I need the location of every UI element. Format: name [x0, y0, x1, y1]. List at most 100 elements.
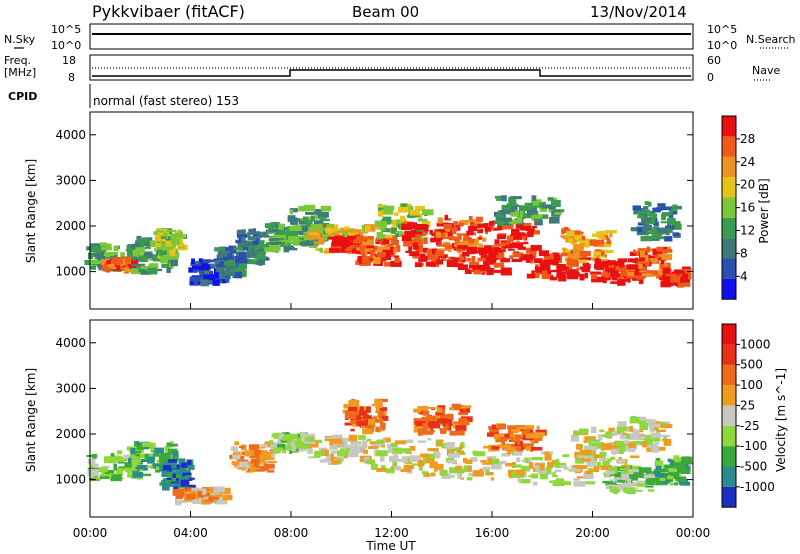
- data-cell: [172, 473, 176, 478]
- data-cell: [283, 434, 296, 439]
- data-cell: [540, 265, 550, 271]
- data-cell: [660, 469, 669, 472]
- data-cell: [672, 204, 678, 212]
- data-cell: [458, 412, 468, 416]
- data-cell: [579, 240, 585, 246]
- data-cell: [661, 213, 666, 221]
- data-cell: [627, 258, 638, 263]
- data-cell: [261, 231, 268, 235]
- y-tick-label: 1000: [55, 265, 86, 279]
- nsky-lo: 10^0: [51, 39, 81, 52]
- data-cell: [249, 466, 257, 473]
- velocity-colorbar-label: Velocity [m s^-1]: [774, 368, 788, 472]
- data-cell: [519, 256, 523, 260]
- data-cell: [594, 258, 600, 265]
- data-cell: [628, 482, 641, 487]
- data-cell: [256, 259, 266, 265]
- data-cell: [470, 457, 478, 462]
- data-cell: [610, 456, 616, 460]
- data-cell: [629, 474, 636, 479]
- data-cell: [605, 431, 613, 439]
- data-cell: [632, 205, 641, 211]
- data-cell: [470, 223, 477, 227]
- data-cell: [142, 442, 153, 447]
- freq-panel: [89, 54, 694, 81]
- data-cell: [289, 209, 294, 215]
- data-cell: [104, 456, 117, 464]
- data-cell: [271, 433, 275, 438]
- data-cell: [350, 428, 355, 432]
- data-cell: [502, 220, 512, 226]
- data-cell: [571, 248, 584, 252]
- data-cell: [611, 449, 620, 454]
- data-cell: [424, 255, 428, 262]
- data-cell: [615, 265, 627, 272]
- data-cell: [212, 279, 220, 286]
- data-cell: [541, 204, 552, 209]
- data-cell: [362, 428, 373, 435]
- data-cell: [592, 233, 603, 237]
- data-cell: [491, 227, 499, 231]
- data-cell: [459, 240, 469, 245]
- date-title: 13/Nov/2014: [590, 3, 687, 21]
- data-cell: [407, 222, 418, 230]
- data-cell: [200, 271, 205, 277]
- data-cell: [617, 479, 626, 483]
- data-cell: [403, 465, 414, 469]
- data-cell: [154, 447, 164, 454]
- data-cell: [526, 248, 537, 254]
- data-cell: [531, 195, 537, 202]
- data-cell: [508, 429, 513, 437]
- data-cell: [219, 252, 228, 257]
- data-cell: [260, 251, 266, 257]
- data-cell: [248, 228, 255, 235]
- data-cell: [116, 450, 123, 455]
- data-cell: [637, 436, 644, 440]
- data-cell: [135, 448, 144, 453]
- data-cell: [608, 265, 615, 268]
- data-cell: [101, 465, 110, 469]
- data-cell: [136, 476, 143, 480]
- data-cell: [609, 479, 621, 482]
- data-cell: [414, 262, 423, 268]
- data-cell: [222, 494, 233, 501]
- data-cell: [581, 465, 588, 469]
- data-cell: [348, 407, 358, 412]
- data-cell: [635, 275, 645, 280]
- data-cell: [245, 251, 255, 258]
- data-cell: [536, 267, 543, 273]
- data-cell: [373, 257, 381, 264]
- data-cell: [682, 268, 690, 274]
- data-cell: [613, 487, 619, 495]
- data-cell: [332, 434, 343, 439]
- colorbar-segment: [722, 136, 736, 157]
- data-cell: [259, 450, 268, 455]
- data-cell: [565, 257, 569, 262]
- data-cell: [223, 276, 229, 280]
- data-cell: [184, 488, 190, 492]
- data-cell: [461, 405, 472, 409]
- data-cell: [241, 236, 246, 243]
- data-cell: [582, 262, 590, 267]
- colorbar-frame: [721, 323, 737, 508]
- data-cell: [383, 238, 390, 244]
- data-cell: [97, 264, 103, 268]
- data-cell: [427, 406, 437, 409]
- data-cell: [140, 453, 146, 459]
- data-cell: [409, 251, 420, 256]
- data-cell: [383, 205, 395, 211]
- data-cell: [282, 436, 294, 441]
- data-cell: [573, 244, 584, 251]
- data-cell: [167, 449, 172, 456]
- data-cell: [517, 216, 523, 224]
- data-cell: [257, 249, 265, 252]
- data-cell: [247, 236, 255, 241]
- data-cell: [516, 233, 521, 237]
- data-cell: [126, 244, 138, 251]
- data-cell: [534, 463, 545, 470]
- data-cell: [503, 434, 508, 442]
- data-cell: [172, 489, 185, 496]
- data-cell: [277, 241, 286, 246]
- data-cell: [496, 234, 507, 240]
